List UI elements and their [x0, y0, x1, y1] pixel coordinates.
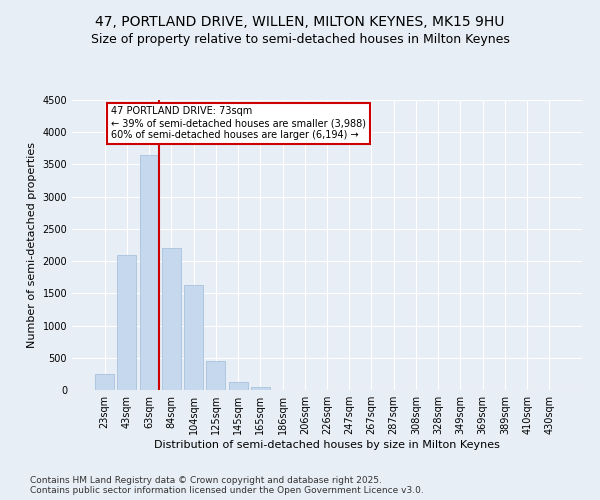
Text: 47, PORTLAND DRIVE, WILLEN, MILTON KEYNES, MK15 9HU: 47, PORTLAND DRIVE, WILLEN, MILTON KEYNE… [95, 15, 505, 29]
Text: 47 PORTLAND DRIVE: 73sqm
← 39% of semi-detached houses are smaller (3,988)
60% o: 47 PORTLAND DRIVE: 73sqm ← 39% of semi-d… [112, 106, 367, 140]
Bar [118, 254, 136, 390]
X-axis label: Distribution of semi-detached houses by size in Milton Keynes: Distribution of semi-detached houses by … [154, 440, 500, 450]
Bar [251, 388, 270, 390]
Bar [162, 248, 181, 390]
Y-axis label: Number of semi-detached properties: Number of semi-detached properties [27, 142, 37, 348]
Bar [95, 374, 114, 390]
Text: Contains HM Land Registry data © Crown copyright and database right 2025.
Contai: Contains HM Land Registry data © Crown c… [30, 476, 424, 495]
Bar [184, 286, 203, 390]
Bar [206, 361, 225, 390]
Bar [229, 382, 248, 390]
Bar [140, 155, 158, 390]
Text: Size of property relative to semi-detached houses in Milton Keynes: Size of property relative to semi-detach… [91, 32, 509, 46]
